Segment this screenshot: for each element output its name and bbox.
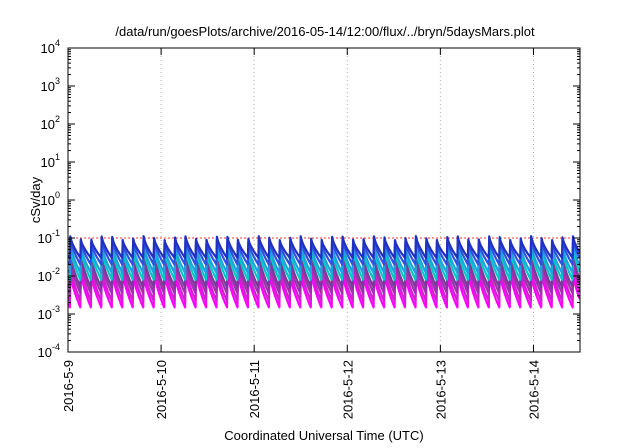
x-tick-label: 2016-5-10 xyxy=(154,360,169,419)
y-tick-label: 104 xyxy=(41,38,60,56)
x-tick-label: 2016-5-11 xyxy=(247,360,262,418)
x-tick-label: 2016-5-13 xyxy=(433,360,448,419)
y-tick-label: 10-1 xyxy=(38,228,60,246)
series-line xyxy=(67,235,581,259)
x-tick-label: 2016-5-12 xyxy=(340,360,355,419)
y-tick-label: 103 xyxy=(41,76,60,94)
series-line xyxy=(67,257,581,295)
series-group xyxy=(67,235,581,309)
y-tick-label: 101 xyxy=(41,152,60,170)
x-axis: 2016-5-9 2016-5-10 2016-5-11 2016-5-12 2016-… xyxy=(61,48,541,419)
series-line xyxy=(67,270,581,309)
series-line xyxy=(67,237,581,266)
y-tick-label: 10-3 xyxy=(38,304,60,322)
y-tick-label: 10-2 xyxy=(38,266,60,284)
y-tick-label: 100 xyxy=(41,190,60,208)
y-tick-label: 10-4 xyxy=(38,342,60,360)
y-axis-label: cSv/day xyxy=(28,176,43,223)
plot-frame xyxy=(67,47,581,353)
y-tick-label: 102 xyxy=(41,114,60,132)
x-axis-label: Coordinated Universal Time (UTC) xyxy=(224,428,423,443)
y-axis: 104 103 102 101 100 10-1 10-2 10-3 10-4 xyxy=(38,38,580,360)
chart-title: /data/run/goesPlots/archive/2016-05-14/1… xyxy=(115,24,535,39)
series-line xyxy=(67,263,581,303)
x-tick-label: 2016-5-9 xyxy=(61,360,76,412)
series-line xyxy=(67,252,581,289)
x-tick-label: 2016-5-14 xyxy=(526,360,541,419)
series-line xyxy=(67,246,581,281)
series-line xyxy=(67,242,581,275)
